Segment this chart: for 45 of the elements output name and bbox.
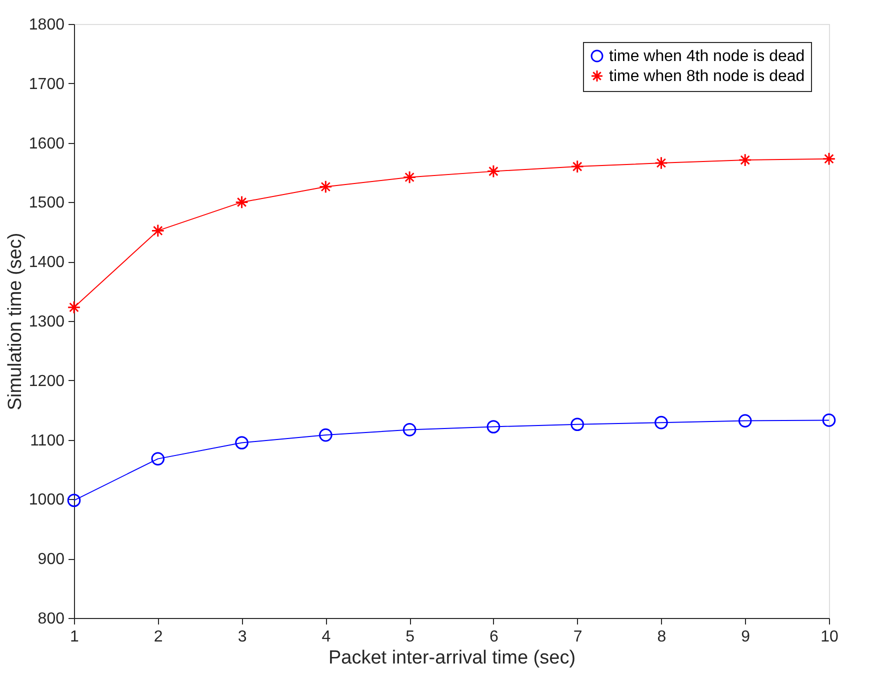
point	[738, 153, 752, 167]
x-tick-label: 2	[154, 628, 163, 646]
point	[235, 196, 248, 209]
x-tick-label: 1	[70, 628, 80, 646]
legend-label: time when 4th node is dead	[609, 48, 805, 65]
x-tick-label: 10	[820, 628, 838, 646]
y-tick-label: 800	[38, 610, 65, 628]
x-tick-label: 9	[741, 628, 750, 646]
y-tick-label: 1000	[28, 492, 65, 509]
x-tick-label: 8	[657, 628, 666, 646]
point	[654, 416, 668, 430]
legend-label: time when 8th node is dead	[609, 68, 805, 85]
y-tick-label: 1600	[28, 135, 65, 152]
point	[151, 452, 165, 466]
point	[319, 180, 332, 194]
point	[319, 428, 332, 442]
x-tick-label: 5	[406, 628, 415, 646]
y-tick-label: 1100	[30, 432, 65, 450]
point	[67, 300, 81, 314]
point	[822, 414, 836, 427]
point	[151, 224, 165, 238]
x-tick-label: 6	[489, 628, 498, 646]
x-axis-title: Packet inter-arrival time (sec)	[328, 648, 576, 668]
x-tick-label: 3	[238, 628, 247, 646]
point	[235, 436, 248, 450]
point	[486, 420, 500, 434]
point	[67, 494, 81, 508]
x-tick-label: 4	[322, 628, 331, 646]
y-tick-label: 1800	[28, 16, 65, 34]
point	[570, 418, 584, 432]
y-tick-label: 900	[38, 551, 65, 568]
y-tick-label: 1200	[28, 372, 65, 390]
point	[402, 423, 416, 436]
y-tick-label: 1300	[28, 314, 65, 330]
y-tick-label: 1400	[28, 254, 65, 272]
y-tick-label: 1500	[28, 194, 65, 212]
point	[570, 160, 584, 174]
point	[738, 414, 752, 428]
y-tick-label: 1700	[28, 76, 65, 93]
point	[822, 152, 836, 166]
y-axis-title: Simulation time (sec)	[4, 232, 26, 410]
point	[654, 156, 668, 170]
point	[402, 170, 416, 184]
point	[486, 164, 500, 178]
x-tick-label: 7	[573, 628, 582, 646]
